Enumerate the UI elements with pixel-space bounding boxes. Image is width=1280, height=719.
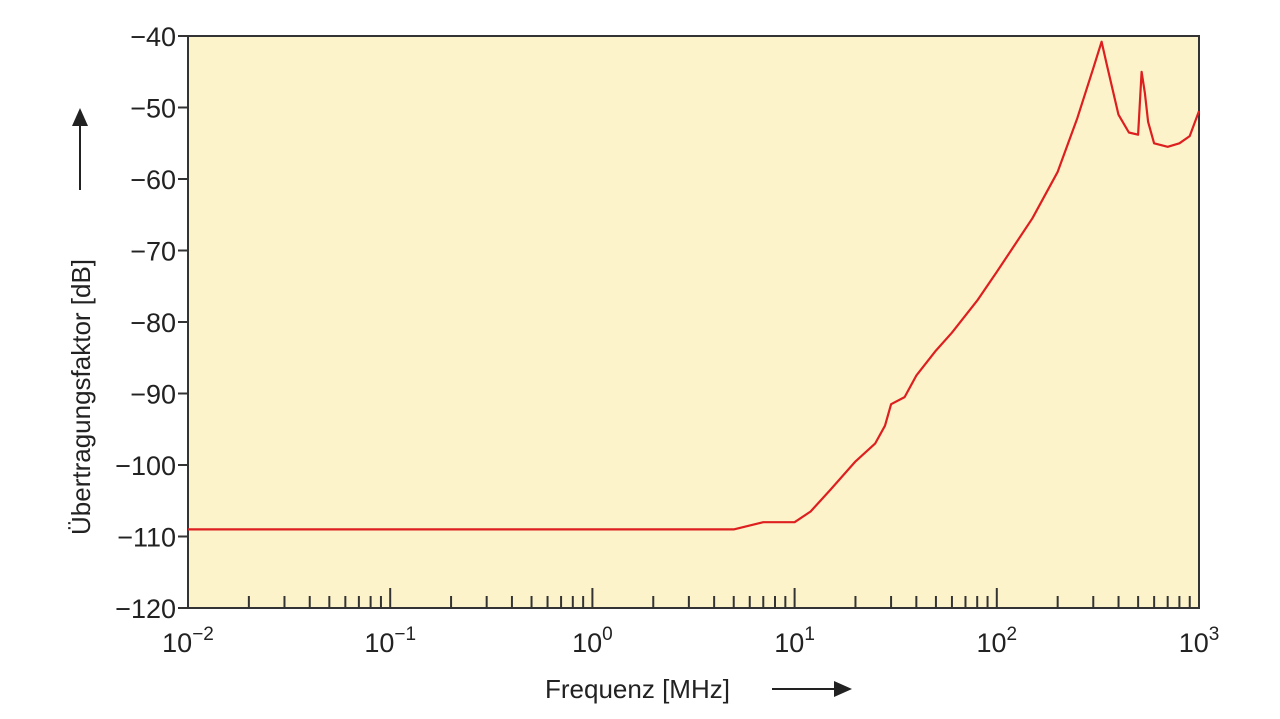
- minor-ticks: [247, 596, 1191, 608]
- x-axis-arrow-icon: [772, 681, 852, 697]
- y-tick-label: −40: [130, 22, 176, 52]
- x-tick-label: 10−1: [364, 624, 416, 658]
- y-tick-label: −50: [130, 94, 176, 124]
- y-tick-label: −110: [117, 523, 176, 553]
- y-axis-ticks: −40 −50 −60 −70 −80 −90 −100 −110 −120: [115, 22, 188, 624]
- y-axis-label: Übertragungsfaktor [dB]: [66, 259, 96, 535]
- x-tick-label: 10−2: [162, 624, 214, 658]
- x-tick-label: 103: [1179, 624, 1220, 658]
- y-tick-label: −100: [115, 451, 176, 481]
- x-axis-label: Frequenz [MHz]: [545, 674, 730, 704]
- x-tick-label: 100: [572, 624, 613, 658]
- y-tick-label: −60: [130, 165, 176, 195]
- y-axis-arrow-icon: [72, 108, 88, 190]
- data-line: [188, 40, 1201, 531]
- x-tick-label: 102: [976, 624, 1017, 658]
- y-tick-label: −90: [130, 380, 176, 410]
- x-tick-label: 101: [774, 624, 815, 658]
- y-tick-label: −80: [130, 308, 176, 338]
- plot-area: [187, 35, 1200, 609]
- y-tick-label: −70: [130, 237, 176, 267]
- y-tick-label: −120: [115, 594, 176, 624]
- x-axis-ticks: 10−2 10−1 100 101 102 103: [162, 588, 1219, 658]
